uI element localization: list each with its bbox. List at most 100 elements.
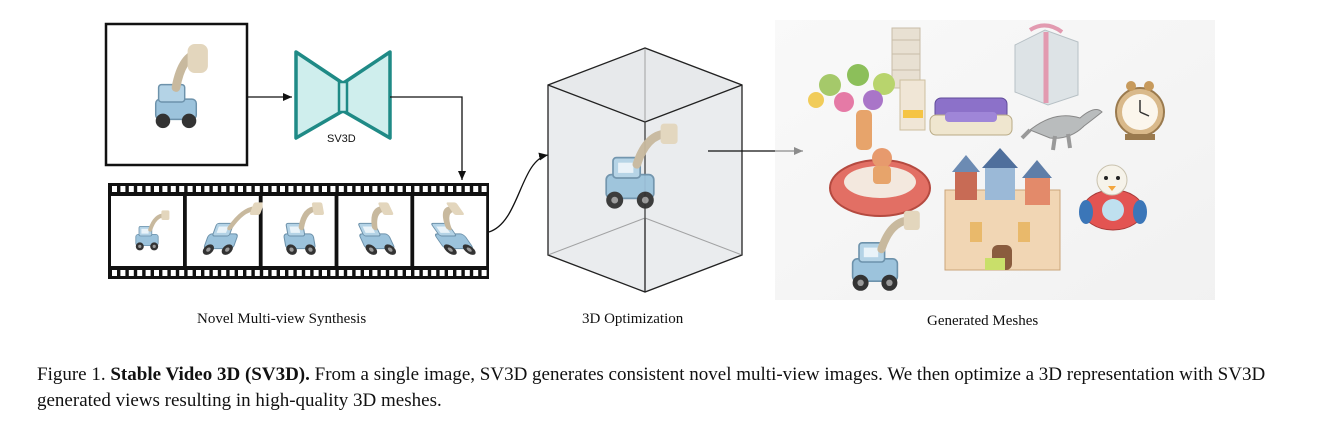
film-perforation	[364, 186, 369, 192]
film-perforation	[238, 270, 243, 276]
film-perforation	[322, 270, 327, 276]
film-perforation	[481, 186, 487, 192]
film-perforation	[313, 270, 319, 276]
film-perforation	[473, 270, 479, 276]
film-perforation	[246, 186, 252, 192]
film-perforation	[464, 186, 470, 192]
film-perforation	[464, 270, 470, 276]
film-perforation	[448, 270, 453, 276]
film-perforation	[288, 186, 294, 192]
film-perforation	[439, 186, 445, 192]
film-perforation	[338, 186, 344, 192]
film-perforation	[187, 270, 193, 276]
film-perforation	[263, 270, 269, 276]
film-perforation	[120, 186, 126, 192]
film-perforation	[473, 186, 479, 192]
film-perforation	[347, 186, 353, 192]
film-perforation	[179, 270, 185, 276]
multi-view-film-strip	[108, 183, 493, 279]
film-perforation	[128, 270, 134, 276]
figure-caption: Figure 1. Stable Video 3D (SV3D). From a…	[37, 362, 1287, 414]
film-perforation	[154, 270, 159, 276]
film-perforation	[406, 186, 411, 192]
film-perforation	[364, 270, 369, 276]
mesh-sofa	[929, 97, 1013, 136]
film-perforation	[145, 270, 151, 276]
film-perforation	[221, 186, 227, 192]
film-perforation	[406, 270, 411, 276]
film-perforation	[296, 270, 302, 276]
stage-label-optimization: 3D Optimization	[582, 311, 684, 327]
mesh-plant	[808, 64, 895, 150]
film-perforation	[196, 270, 201, 276]
film-perforation	[112, 186, 117, 192]
film-perforation	[397, 270, 403, 276]
film-perforation	[137, 270, 143, 276]
film-perforation	[330, 186, 336, 192]
film-perforation	[422, 186, 428, 192]
film-perforation	[456, 186, 462, 192]
stage-label-synthesis: Novel Multi-view Synthesis	[197, 311, 367, 327]
film-perforation	[145, 186, 151, 192]
film-perforation	[380, 270, 386, 276]
caption-body: From a single image, SV3D generates cons…	[37, 364, 1266, 411]
film-perforation	[120, 270, 126, 276]
film-perforation	[162, 270, 168, 276]
film-perforation	[397, 186, 403, 192]
film-perforation	[448, 186, 453, 192]
film-perforation	[355, 186, 361, 192]
film-perforation	[372, 270, 378, 276]
mesh-castle	[944, 148, 1061, 271]
film-perforation	[229, 270, 235, 276]
mesh-chair	[899, 79, 926, 131]
film-perforation	[481, 270, 487, 276]
film-perforation	[221, 270, 227, 276]
film-perforation	[431, 186, 437, 192]
caption-prefix: Figure 1.	[37, 364, 106, 385]
film-perforation	[204, 270, 210, 276]
caption-title: Stable Video 3D (SV3D).	[110, 364, 310, 385]
film-perforation	[330, 270, 336, 276]
film-perforation	[380, 186, 386, 192]
film-perforation	[170, 186, 176, 192]
film-perforation	[246, 270, 252, 276]
film-perforation	[347, 270, 353, 276]
film-perforation	[372, 186, 378, 192]
film-perforation	[162, 186, 168, 192]
film-perforation	[305, 270, 311, 276]
film-perforation	[338, 270, 344, 276]
film-perforation	[280, 270, 285, 276]
film-perforation	[355, 270, 361, 276]
film-perforation	[229, 186, 235, 192]
film-perforation	[254, 186, 260, 192]
film-perforation	[322, 186, 327, 192]
film-perforation	[313, 186, 319, 192]
mesh-boat	[829, 148, 931, 217]
film-perforation	[305, 186, 311, 192]
mesh-gift-box	[1014, 23, 1079, 106]
film-perforation	[212, 186, 218, 192]
film-perforation	[296, 186, 302, 192]
film-perforation	[238, 186, 243, 192]
film-perforation	[439, 270, 445, 276]
film-perforation	[389, 186, 395, 192]
film-perforation	[128, 186, 134, 192]
pipeline-diagram	[104, 20, 1215, 300]
film-perforation	[263, 186, 269, 192]
film-perforation	[179, 186, 185, 192]
film-perforation	[112, 270, 117, 276]
optimization-cube	[547, 47, 743, 293]
film-perforation	[212, 270, 218, 276]
film-perforation	[196, 186, 201, 192]
film-perforation	[389, 270, 395, 276]
film-perforation	[254, 270, 260, 276]
film-perforation	[414, 186, 420, 192]
sv3d-label: SV3D	[327, 133, 356, 145]
sv3d-model-icon	[294, 50, 392, 140]
input-toy-image	[154, 44, 208, 129]
film-perforation	[187, 186, 193, 192]
film-perforation	[414, 270, 420, 276]
mesh-clock	[1115, 81, 1165, 140]
stage-label-meshes: Generated Meshes	[927, 313, 1039, 329]
mesh-dinosaur	[1020, 109, 1103, 151]
